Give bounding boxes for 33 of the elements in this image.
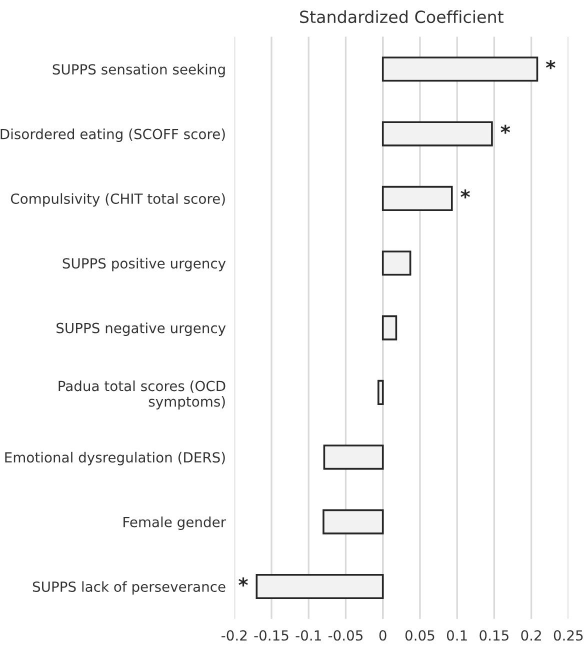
y-tick-label: SUPPS lack of perseverance — [32, 581, 226, 595]
x-tick-label: 0.25 — [554, 630, 583, 641]
bar — [382, 315, 398, 340]
x-tick-label: -0.05 — [328, 630, 362, 641]
x-tick-label: 0.15 — [480, 630, 508, 641]
bar — [382, 56, 538, 82]
y-tick-label: SUPPS negative urgency — [56, 322, 226, 336]
x-tick-label: -0.15 — [254, 630, 288, 641]
y-tick-label: Compulsivity (CHIT total score) — [10, 193, 225, 207]
x-tick-label: -0.2 — [222, 630, 247, 641]
annotation: * — [238, 577, 248, 586]
annotation: * — [460, 189, 470, 198]
x-tick-label: 0.05 — [405, 630, 434, 641]
x-tick-label: -0.1 — [296, 630, 321, 641]
bar — [256, 574, 384, 600]
bar — [323, 444, 384, 470]
annotation: * — [500, 124, 510, 134]
x-tick-label: 0 — [379, 630, 386, 641]
chart-title: Standardized Coefficient — [300, 10, 504, 24]
annotation: * — [546, 60, 556, 70]
bar — [382, 250, 412, 276]
y-tick-label: SUPPS positive urgency — [62, 258, 226, 272]
y-tick-label: Disordered eating (SCOFF score) — [0, 128, 225, 142]
y-tick-label: Padua total scores (OCD symptoms) — [58, 380, 226, 410]
x-tick-label: 0.2 — [521, 630, 541, 641]
y-tick-label: Emotional dysregulation (DERS) — [5, 452, 225, 466]
bar — [377, 380, 384, 406]
bar — [382, 186, 453, 212]
x-tick-label: 0.1 — [446, 630, 467, 641]
y-tick-label: Female gender — [124, 516, 226, 530]
y-tick-label: SUPPS sensation seeking — [52, 64, 225, 78]
bar — [322, 509, 384, 534]
bar — [382, 121, 493, 146]
